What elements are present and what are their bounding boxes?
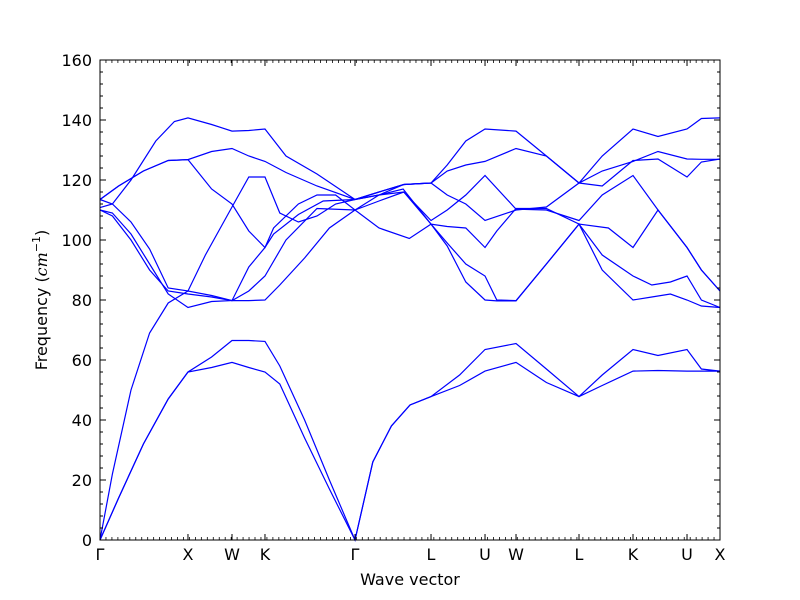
y-tick-label: 80 <box>72 291 92 310</box>
y-tick-label: 60 <box>72 351 92 370</box>
y-tick-label: 160 <box>61 51 92 70</box>
kpoint-label: W <box>508 545 524 564</box>
band-line-9 <box>99 117 721 209</box>
band-line-2 <box>99 339 721 542</box>
y-tick-label: 140 <box>61 111 92 130</box>
plot-frame <box>99 59 721 541</box>
band-line-8 <box>99 117 721 222</box>
y-tick-label: 20 <box>72 471 92 490</box>
y-axis-label-exponent: −1 <box>30 236 43 252</box>
kpoint-label: U <box>479 545 491 564</box>
y-axis-label-close: ) <box>32 230 51 236</box>
y-axis-label-unit: cm <box>32 252 51 276</box>
kpoint-label: X <box>715 545 726 564</box>
y-tick-label: 120 <box>61 171 92 190</box>
kpoint-label: Γ <box>351 545 360 564</box>
kpoint-label: L <box>575 545 584 564</box>
y-tick-label: 0 <box>82 531 92 550</box>
band-line-1 <box>99 361 720 542</box>
y-ticks: 0 20 40 60 80 100 120 140 160 <box>61 51 720 550</box>
band-line-5 <box>99 191 721 309</box>
kpoint-label: K <box>628 545 639 564</box>
band-line-6 <box>99 174 721 292</box>
kpoint-label: L <box>427 545 436 564</box>
kpoint-label: U <box>681 545 693 564</box>
bands-group <box>99 117 721 542</box>
kpoint-label: K <box>260 545 271 564</box>
band-line-4 <box>99 188 721 309</box>
y-axis-label: Frequency (cm−1) <box>30 230 51 371</box>
y-tick-label: 100 <box>61 231 92 250</box>
kpoint-label: X <box>182 545 193 564</box>
y-axis-label-text: Frequency ( <box>32 276 51 370</box>
kpoint-label: Γ <box>96 545 105 564</box>
y-tick-label: 40 <box>72 411 92 430</box>
x-axis-label: Wave vector <box>360 570 460 589</box>
kpoint-label: W <box>224 545 240 564</box>
